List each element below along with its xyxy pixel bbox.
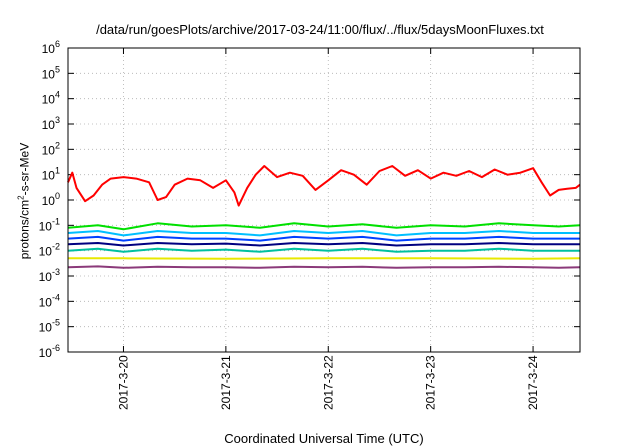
x-tick-label: 2017-3-23 [424,355,438,410]
x-tick-label: 2017-3-21 [219,355,233,410]
plot-frame [67,47,581,353]
y-tick-label: 101 [42,166,60,183]
y-tick-label: 10-3 [39,267,60,284]
chart-title: /data/run/goesPlots/archive/2017-03-24/1… [96,22,544,37]
y-tick-label: 104 [42,90,60,107]
y-tick-label: 10-2 [39,242,60,259]
y-tick-label: 10-4 [39,292,60,309]
y-tick-label: 10-6 [39,343,60,360]
y-tick-label: 102 [42,140,60,157]
series-line [67,242,580,247]
x-tick-label: 2017-3-22 [321,355,335,410]
y-tick-label: 100 [42,191,60,208]
series-line [67,265,581,269]
y-tick-label: 103 [42,115,60,132]
x-axis-label: Coordinated Universal Time (UTC) [224,431,424,446]
y-tick-label: 10-5 [39,318,60,335]
series-line [67,222,581,231]
y-tick-label: 10-1 [39,216,60,233]
y-tick-label: 105 [42,64,60,81]
x-tick-label: 2017-3-20 [116,355,130,410]
series-line [67,235,580,242]
series-line [67,230,580,237]
x-tick-label: 2017-3-24 [526,355,540,410]
y-axis-label: protons/cm2-s-sr-MeV [16,142,32,260]
series-line [67,247,580,253]
y-tick-label: 106 [42,39,60,56]
series-line [67,165,581,207]
